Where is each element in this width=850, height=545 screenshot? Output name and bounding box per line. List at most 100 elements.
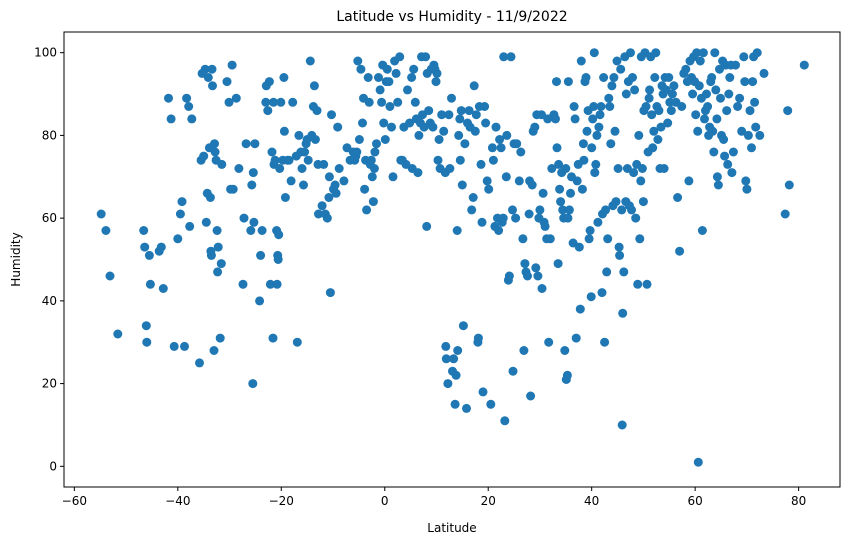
- data-point: [276, 97, 286, 107]
- data-point: [508, 366, 518, 376]
- data-point: [495, 135, 505, 144]
- data-point: [604, 93, 614, 103]
- data-point: [612, 56, 622, 66]
- data-point: [538, 188, 548, 198]
- data-point: [581, 73, 591, 82]
- data-point: [428, 122, 438, 132]
- data-point: [647, 110, 657, 120]
- data-point: [455, 114, 465, 124]
- data-point: [410, 97, 420, 107]
- data-point: [575, 304, 585, 314]
- data-point: [591, 159, 601, 169]
- data-point: [577, 184, 587, 194]
- data-point: [139, 226, 149, 235]
- data-point: [667, 89, 677, 99]
- data-point: [407, 73, 417, 82]
- data-point: [453, 346, 463, 355]
- data-point: [739, 52, 749, 62]
- data-point: [224, 97, 234, 107]
- data-point: [422, 221, 432, 231]
- data-point: [464, 106, 474, 116]
- data-point: [618, 308, 628, 318]
- data-point: [716, 93, 725, 103]
- data-point: [504, 271, 514, 281]
- data-point: [339, 176, 349, 186]
- data-point: [599, 73, 609, 82]
- data-point: [380, 135, 390, 144]
- data-point: [799, 60, 809, 70]
- y-axis-title: Humidity: [9, 232, 23, 286]
- data-point: [572, 176, 582, 186]
- data-point: [535, 205, 545, 215]
- data-point: [478, 387, 488, 397]
- data-point: [681, 64, 691, 74]
- data-point: [445, 164, 455, 173]
- data-point: [405, 118, 415, 128]
- data-point: [247, 180, 257, 190]
- data-point: [261, 97, 271, 107]
- data-point: [511, 213, 521, 223]
- data-point: [210, 139, 219, 149]
- data-point: [206, 250, 216, 260]
- data-point: [649, 126, 659, 136]
- data-point: [353, 56, 363, 66]
- x-axis-title: Latitude: [427, 521, 476, 535]
- data-point: [552, 77, 561, 87]
- data-point: [200, 64, 210, 74]
- data-point: [385, 102, 395, 111]
- data-point: [648, 143, 658, 153]
- data-point: [294, 130, 304, 140]
- data-point: [629, 168, 639, 178]
- data-point: [564, 205, 574, 215]
- x-tick-label: 0: [381, 494, 389, 508]
- data-point: [205, 193, 215, 202]
- data-point: [366, 155, 376, 165]
- data-point: [707, 73, 717, 82]
- data-point: [488, 155, 498, 165]
- data-point: [177, 197, 187, 207]
- data-point: [491, 122, 501, 132]
- data-point: [545, 234, 555, 244]
- data-point: [305, 56, 315, 66]
- data-point: [520, 259, 530, 269]
- data-point: [275, 164, 285, 173]
- data-point: [299, 180, 308, 190]
- data-point: [619, 267, 629, 277]
- data-point: [368, 197, 378, 207]
- data-point: [569, 102, 579, 111]
- data-point: [659, 164, 669, 173]
- data-point: [379, 118, 389, 128]
- data-point: [553, 259, 563, 269]
- data-point: [264, 77, 274, 87]
- data-point: [751, 122, 761, 132]
- data-point: [370, 147, 380, 157]
- data-point: [617, 420, 627, 430]
- data-point: [783, 106, 793, 116]
- data-point: [641, 102, 651, 111]
- data-point: [470, 126, 480, 136]
- data-point: [780, 209, 790, 219]
- data-point: [352, 147, 362, 157]
- data-point: [561, 164, 571, 173]
- data-point: [666, 106, 676, 116]
- data-point: [424, 106, 434, 116]
- data-point: [656, 122, 666, 132]
- data-point: [272, 279, 282, 289]
- data-point: [606, 139, 616, 149]
- data-point: [700, 114, 709, 124]
- data-point: [310, 135, 320, 144]
- data-point: [607, 81, 617, 91]
- data-point: [482, 176, 492, 186]
- y-tick-label: 40: [42, 294, 57, 308]
- data-point: [145, 279, 155, 289]
- x-tick-label: 20: [481, 494, 496, 508]
- data-point: [388, 172, 398, 182]
- data-point: [354, 135, 364, 144]
- data-point: [570, 114, 580, 124]
- data-point: [222, 77, 232, 87]
- data-point: [609, 73, 619, 82]
- data-point: [297, 164, 307, 173]
- data-point: [234, 164, 244, 173]
- data-point: [654, 106, 664, 116]
- data-point: [610, 126, 620, 136]
